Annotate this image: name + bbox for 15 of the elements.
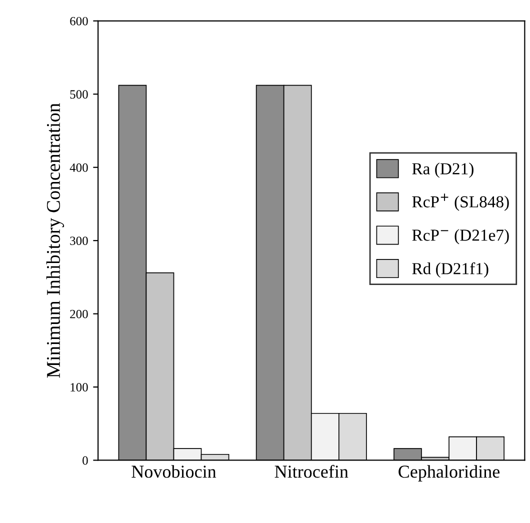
x-tick-label: Cephaloridine bbox=[398, 465, 500, 482]
legend-label: Ra (D21) bbox=[412, 162, 474, 178]
y-tick-label: 600 bbox=[70, 16, 88, 26]
x-tick-label: Nitrocefin bbox=[274, 464, 348, 478]
legend-label: RcP$^{−}$ (D21e7) bbox=[412, 229, 509, 244]
y-tick-label: 400 bbox=[70, 163, 88, 172]
y-axis-title: Minimum Inhibitory Concentration bbox=[46, 103, 64, 378]
x-tick-label: Novobiocin bbox=[132, 465, 216, 478]
y-tick-label: 200 bbox=[70, 310, 88, 318]
legend-label: RcP$^{+}$ (SL848) bbox=[412, 194, 509, 211]
y-tick-label: 300 bbox=[70, 236, 88, 246]
y-tick-label: 500 bbox=[70, 90, 88, 99]
y-tick-label: 0 bbox=[82, 456, 88, 465]
y-tick-label: 100 bbox=[70, 383, 88, 392]
legend-label: Rd (D21f1) bbox=[412, 262, 488, 278]
